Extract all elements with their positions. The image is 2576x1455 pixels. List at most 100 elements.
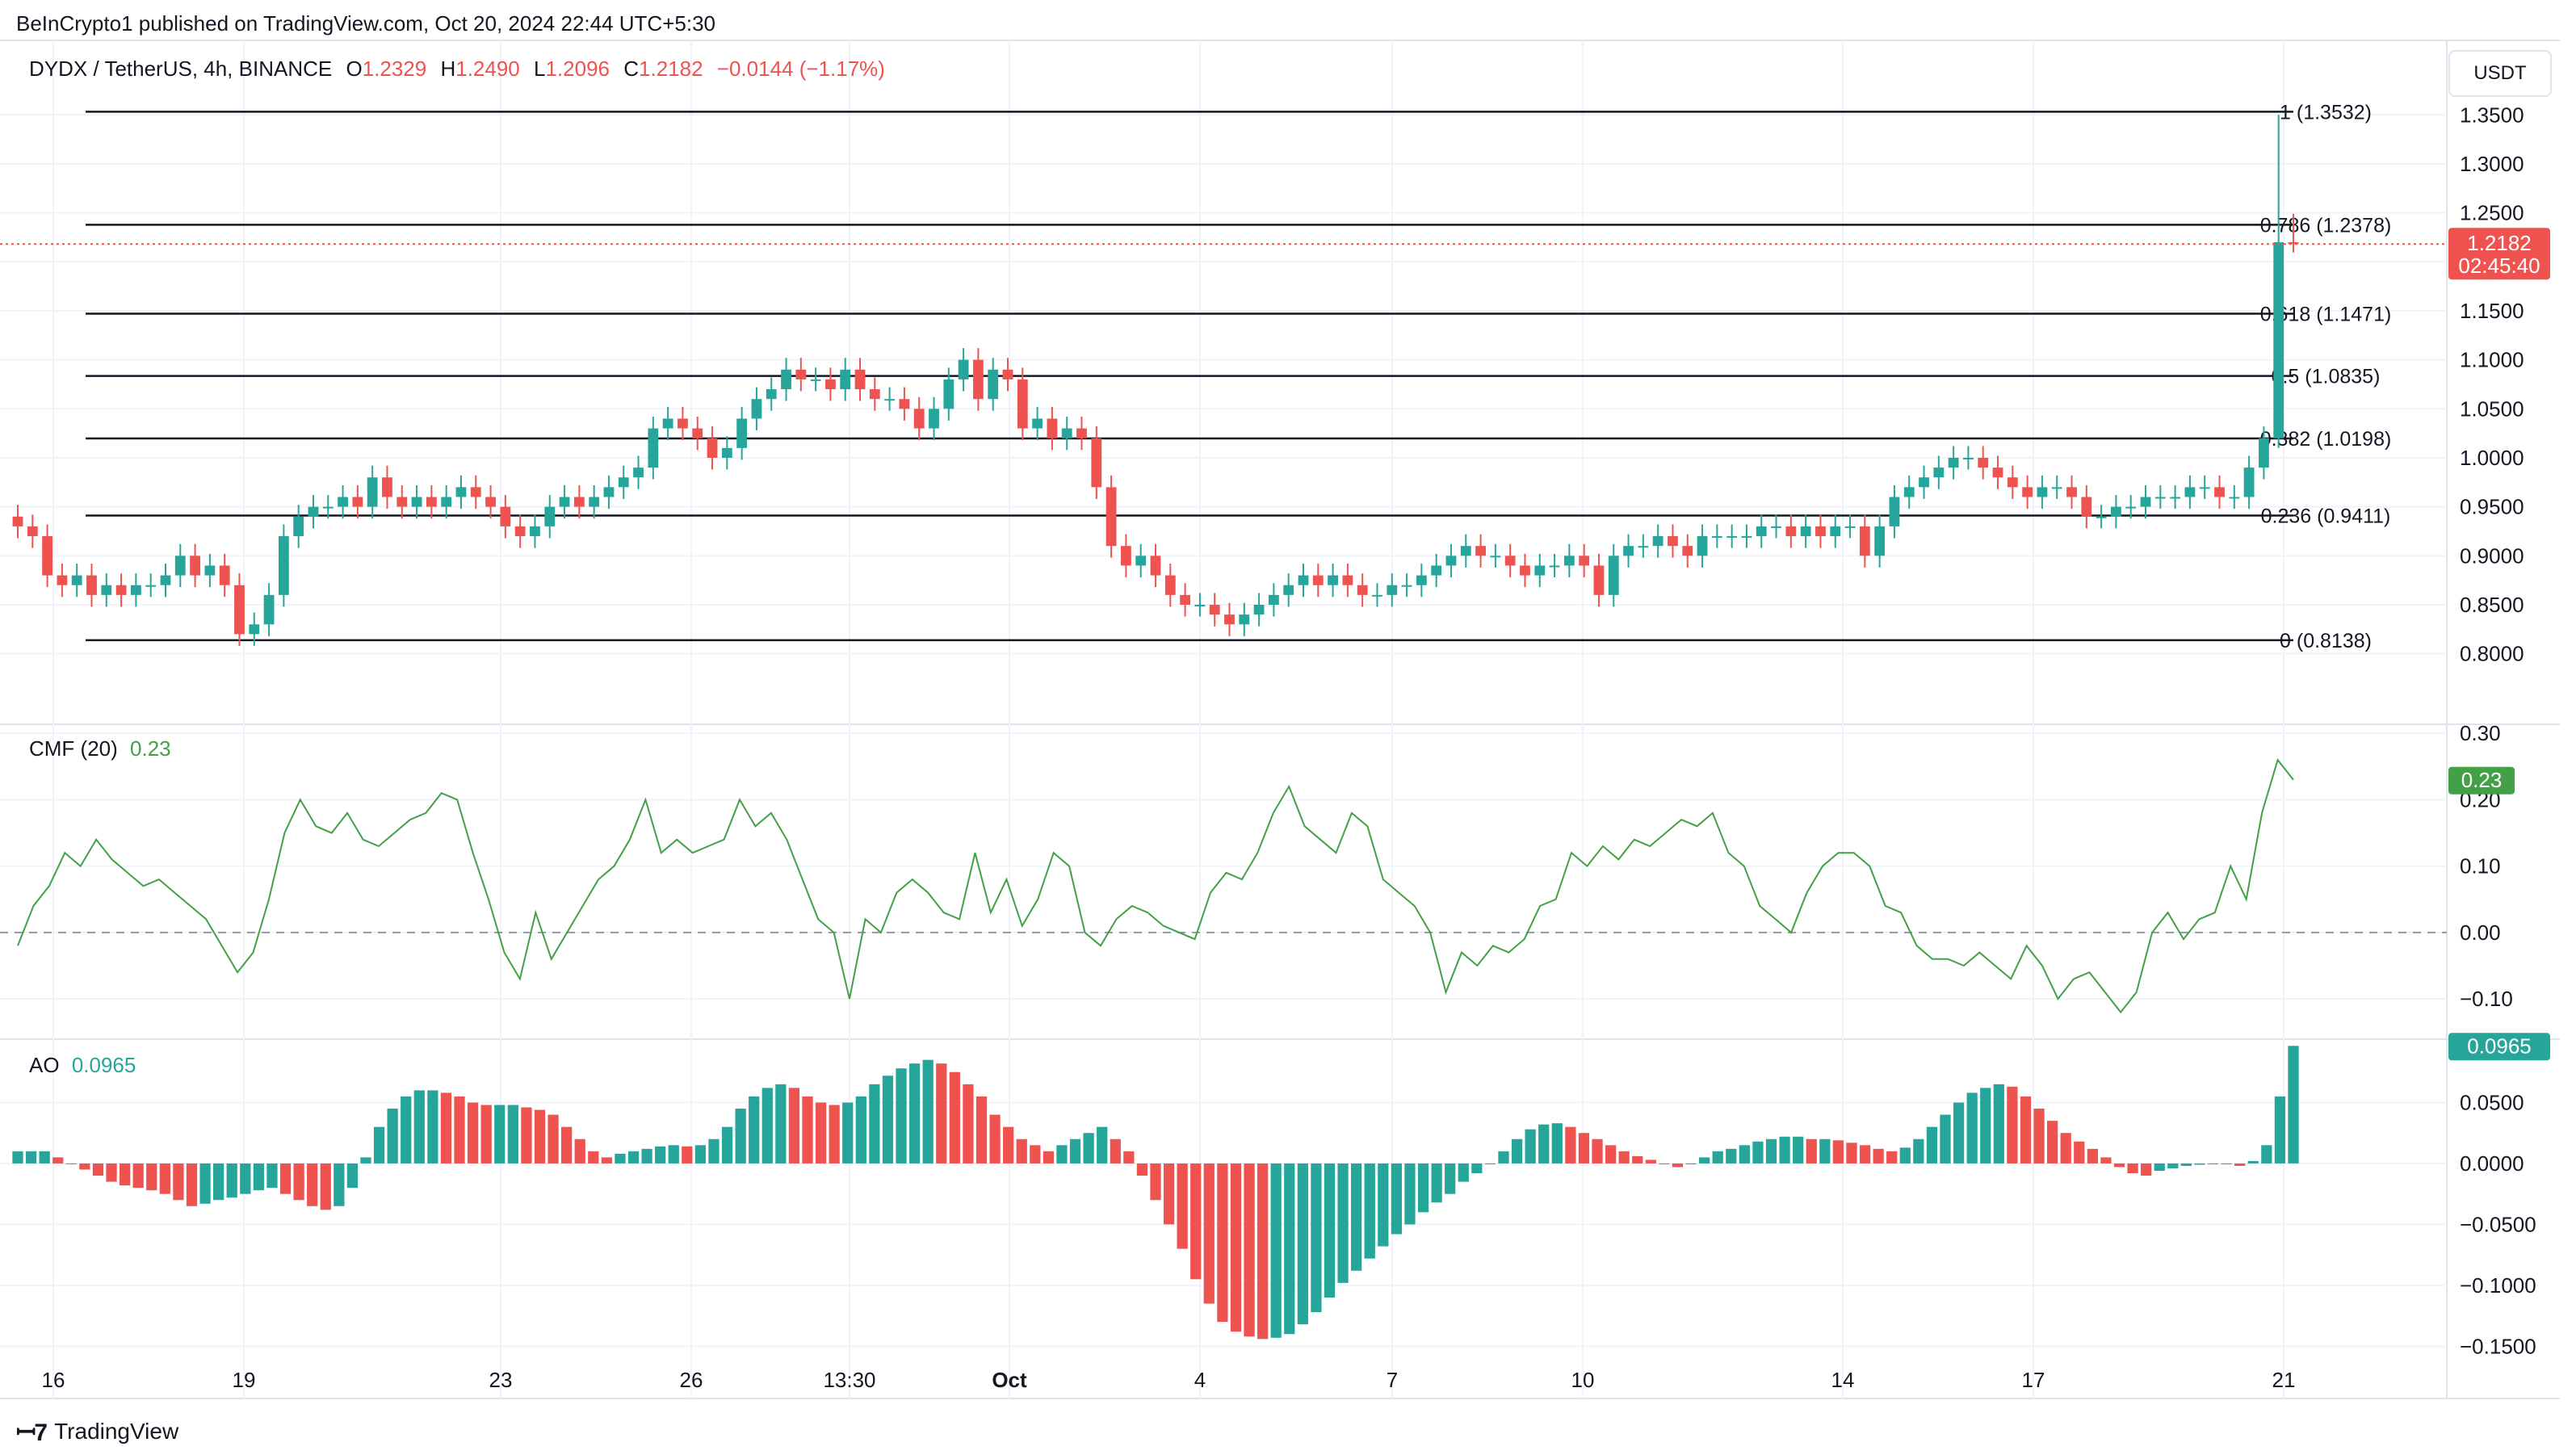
ao-bar xyxy=(279,1163,292,1194)
candle-body xyxy=(160,575,171,585)
ao-bar xyxy=(253,1163,265,1191)
ao-bar xyxy=(240,1163,251,1194)
candle-body xyxy=(1357,585,1368,595)
cmf-line xyxy=(17,757,2294,1014)
candle-body xyxy=(1342,575,1353,585)
candle-body xyxy=(648,428,659,468)
candle-body xyxy=(2140,497,2151,507)
ao-bar xyxy=(615,1153,626,1164)
ao-bar xyxy=(963,1084,974,1164)
ao-bar xyxy=(293,1163,304,1201)
candle-body xyxy=(1608,556,1619,595)
ao-bar xyxy=(1404,1163,1416,1225)
ao-bar xyxy=(601,1157,612,1164)
candle-body xyxy=(115,585,127,595)
currency-button[interactable]: USDT xyxy=(2448,50,2552,97)
close-value: 1.2182 xyxy=(639,57,703,81)
ao-bar xyxy=(440,1092,452,1164)
x-tick-label: 16 xyxy=(42,1368,65,1392)
candle-body xyxy=(2007,477,2018,488)
x-tick-label: 23 xyxy=(489,1368,513,1392)
candle-body xyxy=(382,477,392,497)
candle-body xyxy=(1549,565,1560,568)
candle-body xyxy=(1844,526,1856,528)
ao-bar xyxy=(173,1163,184,1201)
ao-bar xyxy=(2261,1145,2272,1164)
candle-body xyxy=(396,497,408,507)
candle-body xyxy=(2154,497,2166,499)
tradingview-logo[interactable]: ꟷ7 TradingView xyxy=(16,1415,178,1448)
ao-bar xyxy=(1498,1151,1509,1164)
price-tick-label: 1.3000 xyxy=(2460,152,2524,176)
candle-body xyxy=(1638,546,1649,548)
symbol-name[interactable]: DYDX / TetherUS, 4h, BINANCE xyxy=(29,57,333,81)
ao-tick-label: −0.1000 xyxy=(2460,1273,2536,1298)
candle-body xyxy=(1298,575,1309,585)
x-tick-label: 7 xyxy=(1387,1368,1398,1392)
ao-bar xyxy=(1136,1163,1148,1176)
ao-bar xyxy=(467,1102,479,1164)
ao-bar xyxy=(132,1163,144,1189)
ao-bar xyxy=(761,1088,773,1164)
fib-level-label: 0 (0.8138) xyxy=(2280,630,2372,652)
ao-bar xyxy=(682,1146,693,1164)
ao-bar xyxy=(721,1126,733,1164)
ao-bar xyxy=(815,1102,827,1164)
ao-tick-label: −0.1500 xyxy=(2460,1334,2536,1358)
ao-bar xyxy=(1565,1126,1576,1164)
ao-bar xyxy=(2154,1163,2165,1171)
ao-bar xyxy=(360,1157,371,1164)
candle-body xyxy=(795,369,807,379)
candle-body xyxy=(2066,487,2077,497)
ao-bar xyxy=(1097,1126,1108,1164)
candle-body xyxy=(42,536,53,576)
candle-body xyxy=(500,506,511,526)
ao-bar xyxy=(627,1151,640,1164)
ao-bar xyxy=(869,1084,880,1164)
candle-body xyxy=(1903,487,1915,497)
candle-body xyxy=(1387,585,1398,595)
ao-bar xyxy=(413,1090,425,1164)
candle-body xyxy=(1726,536,1738,539)
cmf-badge-label: 0.23 xyxy=(2461,768,2503,792)
candle-body xyxy=(234,585,245,635)
ao-bar xyxy=(694,1145,707,1164)
ao-bar xyxy=(708,1138,720,1164)
ao-bar xyxy=(1043,1151,1055,1164)
symbol-header: DYDX / TetherUS, 4h, BINANCE O1.2329 H1.… xyxy=(29,57,893,82)
candle-body xyxy=(544,506,556,526)
ao-bar xyxy=(1832,1140,1844,1164)
candle-body xyxy=(1047,418,1058,438)
ao-legend: AO 0.0965 xyxy=(29,1053,136,1078)
tv-logo-icon: ꟷ7 xyxy=(16,1419,48,1446)
candle-body xyxy=(293,516,304,537)
x-tick-label: 21 xyxy=(2272,1368,2296,1392)
ao-bar xyxy=(749,1096,760,1164)
candle-body xyxy=(485,497,496,507)
ao-bar xyxy=(2167,1163,2179,1168)
candle-body xyxy=(1135,556,1147,566)
candle-body xyxy=(1431,565,1442,576)
ao-bar xyxy=(1913,1138,1924,1164)
price-tick-label: 1.1000 xyxy=(2460,348,2524,372)
ao-bar xyxy=(1899,1147,1911,1164)
ao-bar xyxy=(1538,1124,1550,1164)
ao-bar xyxy=(266,1163,278,1189)
candle-body xyxy=(145,585,157,587)
ao-bar xyxy=(1819,1138,1831,1164)
ao-bar xyxy=(25,1151,37,1164)
candle-body xyxy=(1815,526,1826,537)
candle-body xyxy=(1209,604,1220,615)
ao-tick-label: 0.0000 xyxy=(2460,1151,2524,1176)
candle-body xyxy=(1963,457,1974,459)
candle-body xyxy=(1239,614,1250,625)
candle-body xyxy=(2022,487,2033,497)
ao-bar xyxy=(1806,1138,1817,1164)
ao-bar xyxy=(1672,1163,1684,1168)
ao-bar xyxy=(1980,1088,1991,1164)
price-tick-label: 1.2500 xyxy=(2460,201,2524,225)
candle-body xyxy=(559,497,570,507)
ao-bar xyxy=(2247,1160,2259,1164)
candle-body xyxy=(678,418,688,429)
